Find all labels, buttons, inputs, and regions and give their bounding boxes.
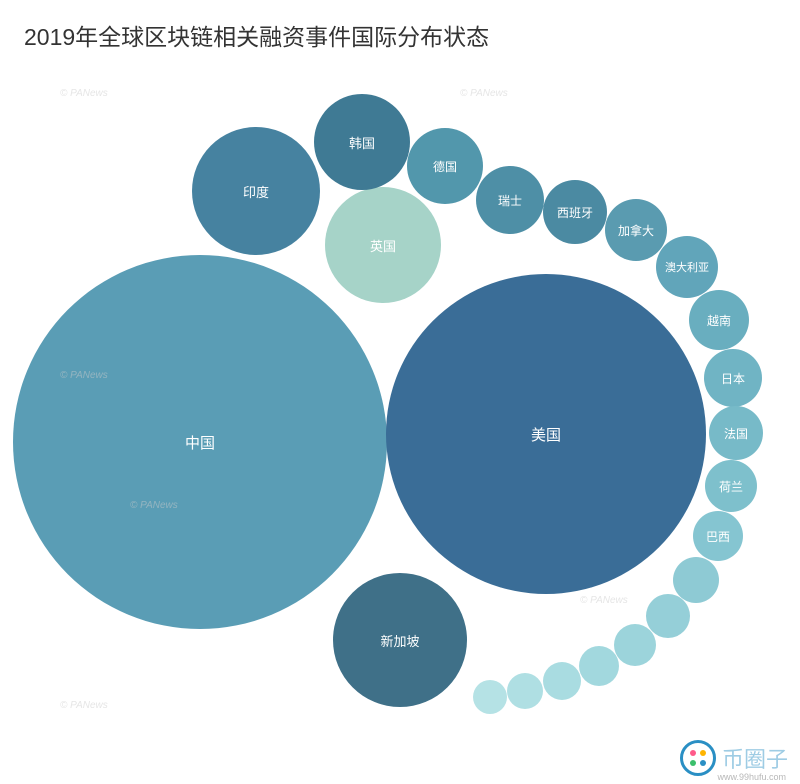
bubble-korea: 韩国 (314, 94, 410, 190)
brand-url: www.99hufu.com (717, 772, 786, 782)
bubble-label: 日本 (721, 370, 745, 387)
bubble-label: 加拿大 (618, 222, 654, 239)
bubble-label: 西班牙 (557, 204, 593, 221)
bubble-chart: 中国 美国新加坡 印度英国 韩国德国瑞士西班牙加拿大澳大利亚越南日本法国荷兰巴西 (0, 0, 800, 784)
bubble-c17 (673, 557, 719, 603)
bubble-c23 (473, 680, 507, 714)
bubble-c19 (614, 624, 656, 666)
bubble-japan: 日本 (704, 349, 762, 407)
brand-dot (690, 760, 696, 766)
bubble-label: 德国 (433, 158, 457, 175)
bubble-c18 (646, 594, 690, 638)
bubble-spain: 西班牙 (543, 180, 607, 244)
bubble-label: 中国 (185, 432, 215, 453)
bubble-singapore: 新加坡 (333, 573, 467, 707)
bubble-label: 韩国 (349, 133, 375, 152)
bubble-label: 荷兰 (719, 478, 743, 495)
bubble-india: 印度 (192, 127, 320, 255)
bubble-canada: 加拿大 (605, 199, 667, 261)
bubble-china: 中国 (13, 255, 387, 629)
brand-dot (700, 750, 706, 756)
bubble-label: 越南 (707, 312, 731, 329)
bubble-c22 (507, 673, 543, 709)
bubble-label: 英国 (370, 236, 396, 255)
bubble-vietnam: 越南 (689, 290, 749, 350)
brand-name: 币圈子 (722, 742, 788, 774)
bubble-australia: 澳大利亚 (656, 236, 718, 298)
brand-dot (700, 760, 706, 766)
bubble-uk: 英国 (325, 187, 441, 303)
bubble-label: 印度 (243, 182, 269, 201)
bubble-c20 (579, 646, 619, 686)
bubble-netherlands: 荷兰 (705, 460, 757, 512)
bubble-france: 法国 (709, 406, 763, 460)
bubble-label: 法国 (724, 425, 748, 442)
bubble-switzerland: 瑞士 (476, 166, 544, 234)
bubble-label: 巴西 (706, 528, 730, 545)
bubble-usa: 美国 (386, 274, 706, 594)
footer-logo: 币圈子 (680, 740, 788, 776)
bubble-c21 (543, 662, 581, 700)
bubble-label: 瑞士 (498, 192, 522, 209)
bubble-brazil: 巴西 (693, 511, 743, 561)
brand-dot (690, 750, 696, 756)
bubble-label: 新加坡 (380, 631, 419, 650)
bubble-germany: 德国 (407, 128, 483, 204)
bubble-label: 澳大利亚 (665, 259, 709, 275)
brand-icon (680, 740, 716, 776)
bubble-label: 美国 (531, 424, 561, 445)
